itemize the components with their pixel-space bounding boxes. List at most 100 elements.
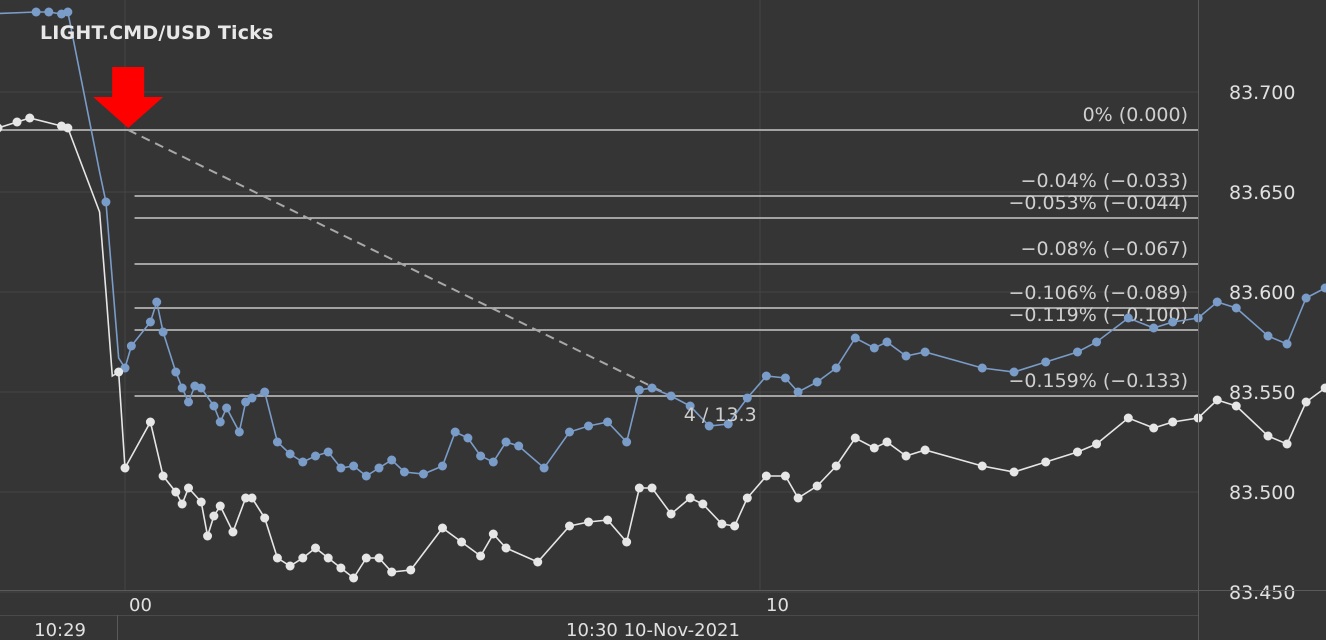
ask-point <box>196 383 206 393</box>
bid-point <box>63 123 73 133</box>
ask-point <box>184 397 193 407</box>
time-major-label: 10:29 <box>34 620 86 640</box>
bid-point <box>323 553 333 563</box>
fib-level-label: −0.04% (−0.033) <box>1021 170 1188 192</box>
bid-point <box>812 481 822 491</box>
bid-point <box>120 463 130 473</box>
bid-point <box>374 553 384 563</box>
ask-point <box>514 441 524 451</box>
trend-line-label: 4 / 13.3 <box>684 404 757 426</box>
ask-point <box>145 317 155 327</box>
down-arrow-marker <box>93 67 164 128</box>
bid-point <box>666 509 676 519</box>
ask-point <box>399 467 409 477</box>
ask-point <box>977 363 987 373</box>
bid-point <box>1123 413 1133 423</box>
bid-point <box>603 515 613 525</box>
ask-point <box>374 463 384 473</box>
ask-point <box>272 437 282 447</box>
bid-point <box>247 493 257 503</box>
bid-point <box>145 417 155 427</box>
ask-point <box>234 427 244 437</box>
bid-point <box>298 553 308 563</box>
ask-point <box>647 383 657 393</box>
price-tick-label: 83.600 <box>1229 282 1295 304</box>
ask-point <box>1092 337 1102 347</box>
ask-point <box>31 7 41 17</box>
price-tick-label: 83.450 <box>1229 582 1295 604</box>
ask-point <box>44 7 54 17</box>
bid-point <box>209 511 219 521</box>
bid-point <box>12 117 22 127</box>
bid-point <box>882 437 892 447</box>
ask-point <box>1073 347 1082 357</box>
bid-point <box>1212 395 1222 405</box>
ask-point <box>831 363 841 373</box>
ask-point <box>603 417 613 427</box>
ask-point <box>450 427 460 437</box>
ask-point <box>387 455 397 465</box>
fibonacci-levels: 0% (0.000) −0.04% (−0.033)−0.053% (−0.044… <box>0 104 1198 397</box>
ask-point <box>1212 297 1222 307</box>
bid-point <box>349 573 359 583</box>
ask-point <box>622 437 632 447</box>
bid-point <box>1263 431 1273 441</box>
ask-point <box>1009 367 1019 377</box>
bid-point <box>1073 447 1082 457</box>
ask-point <box>1282 339 1292 349</box>
bid-point <box>272 553 282 563</box>
ask-point <box>742 393 752 403</box>
ask-point <box>565 427 574 437</box>
ask-point <box>920 347 930 357</box>
ask-point <box>901 351 911 361</box>
ask-point <box>539 463 549 473</box>
ask-point <box>438 461 447 471</box>
ask-point <box>584 421 594 431</box>
ask-point <box>476 451 486 461</box>
bid-point <box>1168 417 1178 427</box>
bid-point <box>901 451 911 461</box>
bid-point <box>1149 423 1159 433</box>
ask-point <box>488 457 498 467</box>
bid-point <box>780 471 790 481</box>
price-tick-label: 83.700 <box>1229 82 1295 104</box>
fib-level-label: −0.053% (−0.044) <box>1008 192 1188 214</box>
annotations: 4 / 13.3 <box>93 67 757 426</box>
ask-point <box>177 383 187 393</box>
ask-point <box>247 393 257 403</box>
ask-point <box>463 433 473 443</box>
bid-point <box>850 433 860 443</box>
ask-point <box>361 471 371 481</box>
bid-point <box>241 493 251 503</box>
fib-level-label: −0.159% (−0.133) <box>1008 370 1188 392</box>
ask-point <box>323 447 333 457</box>
bid-point <box>565 521 574 531</box>
bid-point <box>387 567 397 577</box>
bid-point <box>171 487 181 497</box>
price-series <box>0 7 1326 583</box>
price-tick-label: 83.500 <box>1229 482 1295 504</box>
ask-point <box>1263 331 1273 341</box>
ask-point <box>260 387 270 397</box>
ask-point <box>418 469 428 479</box>
bid-point <box>488 529 498 539</box>
ask-point <box>1231 303 1241 313</box>
ask-point <box>152 297 162 307</box>
ask-point <box>222 403 232 413</box>
bid-point <box>584 517 594 527</box>
ask-point <box>1041 357 1051 367</box>
ask-point <box>171 367 181 377</box>
time-major-label: 10:30 10-Nov-2021 <box>566 620 740 640</box>
bid-point <box>336 563 346 573</box>
ask-point <box>336 463 346 473</box>
bid-point <box>730 521 740 531</box>
price-tick-label: 83.550 <box>1229 382 1295 404</box>
bid-point <box>634 483 644 493</box>
bid-point <box>1041 457 1051 467</box>
ask-point <box>209 401 219 411</box>
bid-point <box>476 551 486 561</box>
bid-point <box>742 493 752 503</box>
ask-point <box>298 457 308 467</box>
ask-point <box>215 417 225 427</box>
ask-point <box>812 377 822 387</box>
